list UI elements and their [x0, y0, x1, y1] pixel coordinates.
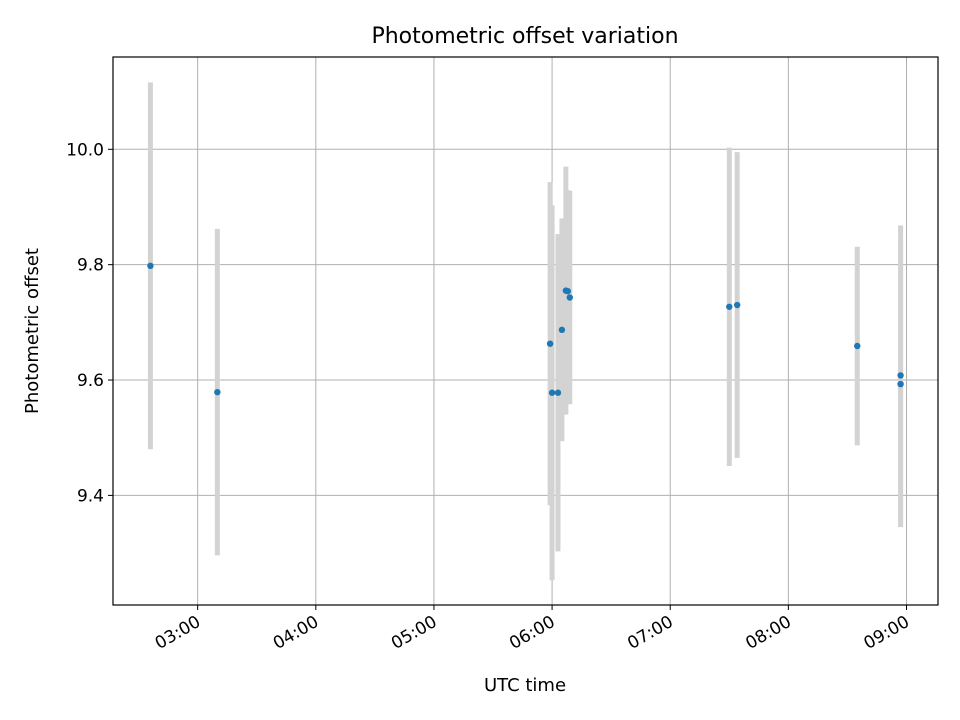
data-point: [897, 380, 904, 388]
x-axis-label: UTC time: [484, 675, 566, 696]
data-point: [554, 389, 562, 396]
y-tick-label: 9.8: [77, 256, 104, 276]
data-point: [897, 372, 904, 379]
y-axis-ticks: 9.4 9.6 9.8 10.0: [66, 140, 113, 506]
y-tick-label: 9.4: [77, 486, 104, 506]
data-point: [566, 294, 574, 301]
data-point: [546, 340, 554, 347]
data-point: [147, 262, 154, 270]
data-point: [854, 342, 861, 350]
y-axis-label: Photometric offset: [22, 248, 43, 414]
data-points: [147, 262, 904, 396]
y-tick-label: 9.6: [77, 371, 104, 391]
data-point: [558, 326, 566, 334]
data-point: [548, 389, 556, 396]
data-point: [564, 287, 572, 295]
data-point: [726, 303, 733, 310]
data-point: [214, 388, 221, 396]
chart-title: Photometric offset variation: [371, 24, 678, 49]
plot-frame: [112, 56, 939, 606]
data-point: [733, 301, 741, 309]
grid: [113, 57, 938, 605]
y-tick-label: 10.0: [66, 140, 104, 160]
